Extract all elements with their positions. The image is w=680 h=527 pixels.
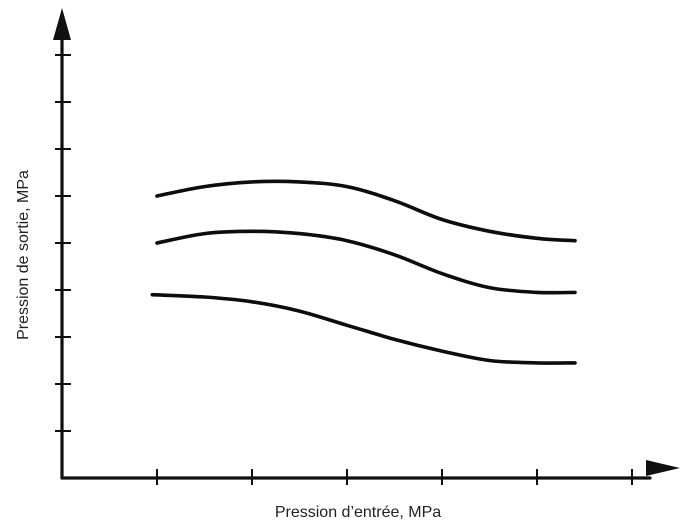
series-line-2: [155, 229, 577, 295]
data-series: [150, 179, 577, 365]
axes: [53, 8, 680, 480]
y-axis-ticks: [55, 54, 71, 432]
y-axis-label: Pression de sortie, MPa: [15, 170, 32, 340]
y-axis-arrowhead: [53, 8, 71, 40]
x-axis-arrowhead: [646, 460, 680, 476]
x-axis-ticks: [156, 469, 633, 485]
series-line-1: [155, 179, 577, 243]
x-axis-label: Pression d’entrée, MPa: [275, 504, 441, 521]
series-line-3: [150, 292, 577, 365]
